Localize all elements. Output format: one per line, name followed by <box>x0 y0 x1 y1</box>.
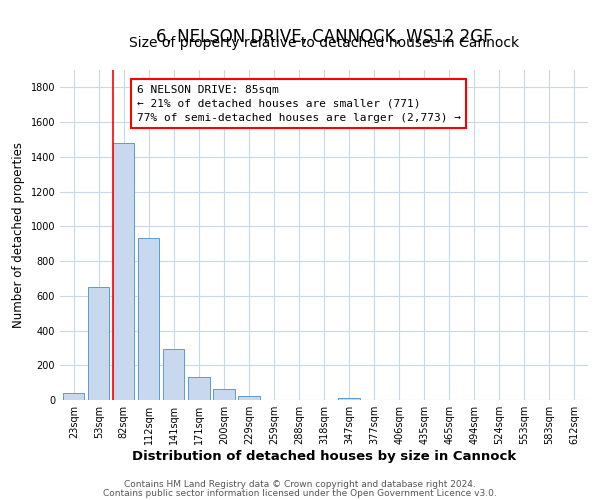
Bar <box>63 393 85 400</box>
Text: Contains public sector information licensed under the Open Government Licence v3: Contains public sector information licen… <box>103 488 497 498</box>
Bar <box>213 388 235 400</box>
Y-axis label: Number of detached properties: Number of detached properties <box>12 142 25 328</box>
Text: Size of property relative to detached houses in Cannock: Size of property relative to detached ho… <box>129 36 519 50</box>
Bar <box>163 349 184 400</box>
Bar <box>88 287 109 400</box>
Bar <box>113 143 134 400</box>
Bar <box>238 396 260 400</box>
Bar <box>188 378 209 400</box>
Title: 6, NELSON DRIVE, CANNOCK, WS12 2GF: 6, NELSON DRIVE, CANNOCK, WS12 2GF <box>155 28 493 46</box>
Bar <box>338 398 359 400</box>
X-axis label: Distribution of detached houses by size in Cannock: Distribution of detached houses by size … <box>132 450 516 463</box>
Text: Contains HM Land Registry data © Crown copyright and database right 2024.: Contains HM Land Registry data © Crown c… <box>124 480 476 489</box>
Text: 6 NELSON DRIVE: 85sqm
← 21% of detached houses are smaller (771)
77% of semi-det: 6 NELSON DRIVE: 85sqm ← 21% of detached … <box>137 85 461 123</box>
Bar <box>138 238 160 400</box>
